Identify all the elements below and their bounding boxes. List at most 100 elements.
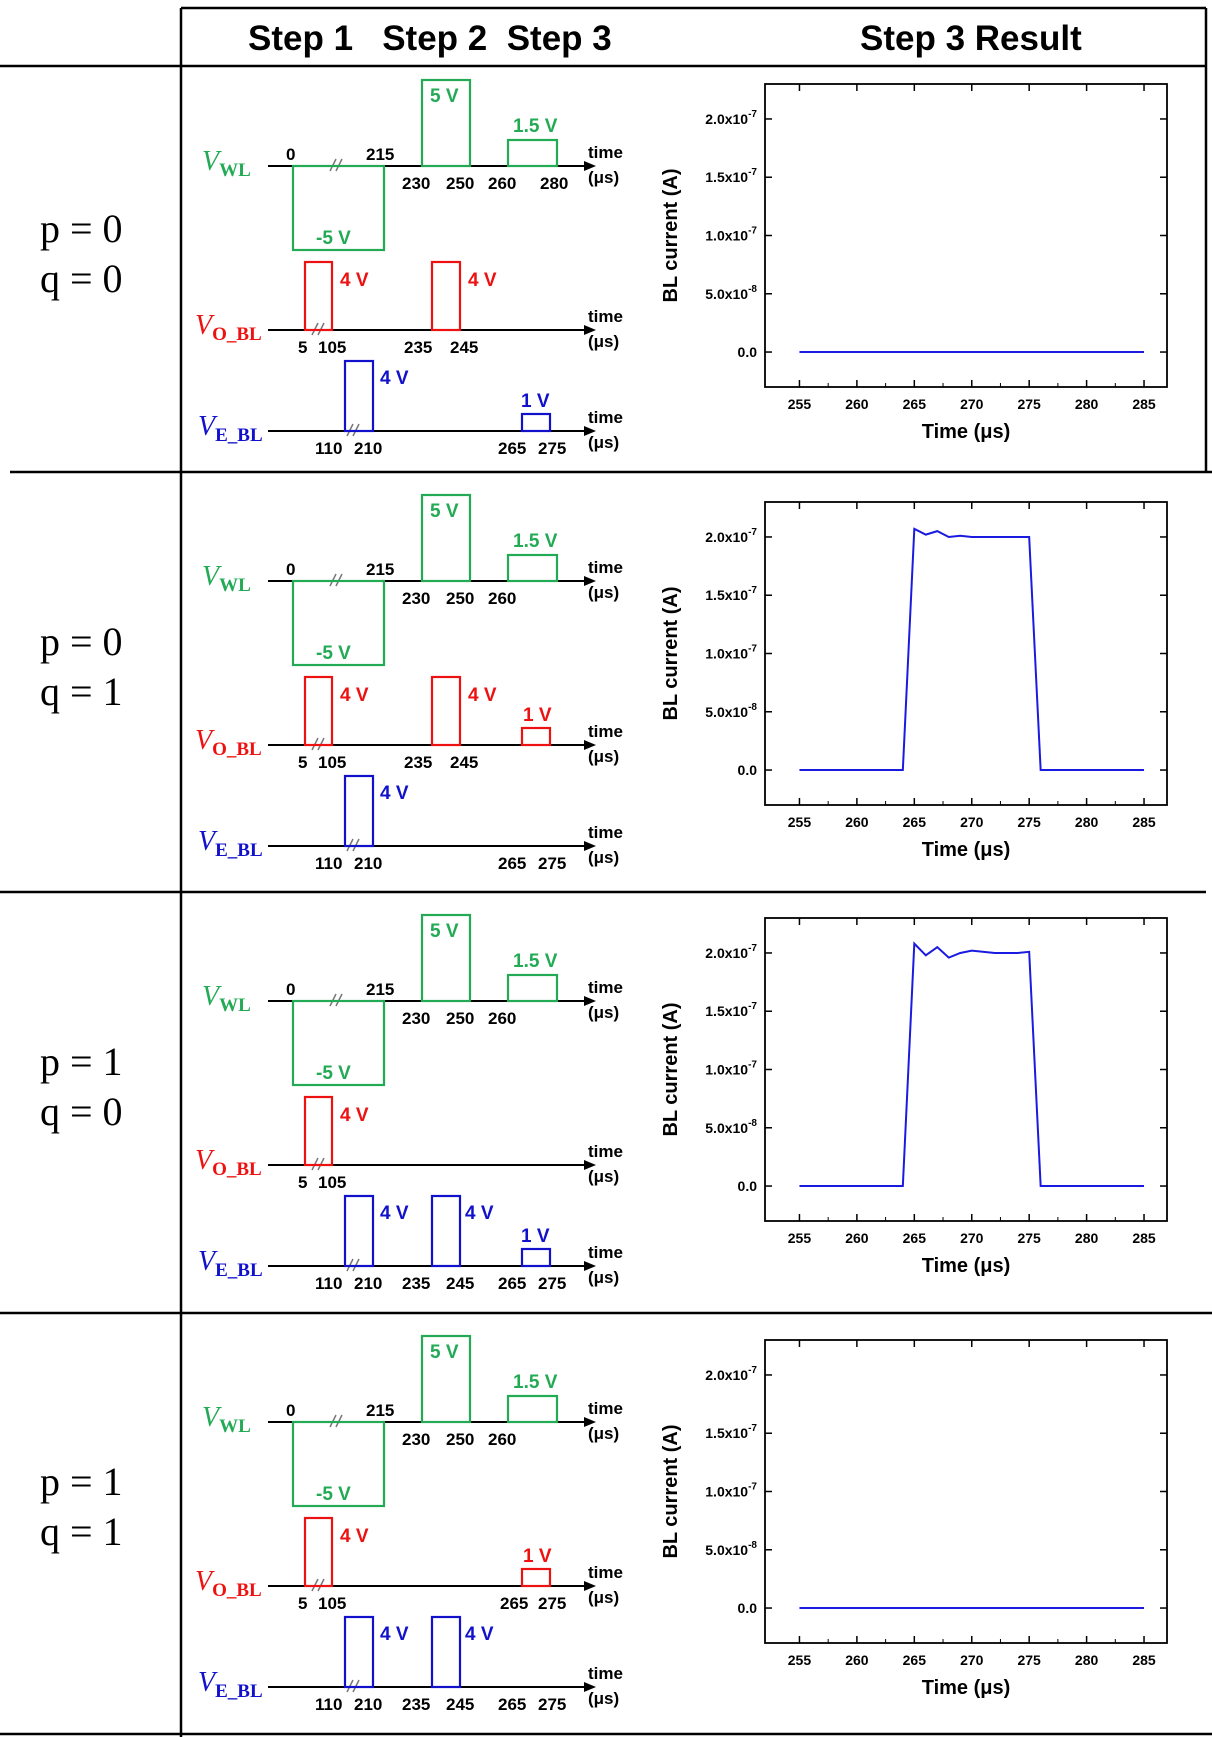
wl-tick: 250 <box>446 1009 474 1028</box>
obl-time-word: time <box>588 1142 623 1161</box>
x-tick-label: 255 <box>788 1230 812 1246</box>
ebl-tick: 275 <box>538 1695 566 1714</box>
ebl-pulse <box>520 1247 552 1268</box>
wl-tick: 0 <box>286 1401 295 1420</box>
ebl-pulse <box>343 1194 375 1268</box>
x-tick-label: 260 <box>845 1652 869 1668</box>
obl-time-unit: (μs) <box>588 1588 619 1607</box>
obl-arrow <box>584 325 596 335</box>
wl-program-pulse <box>420 493 472 583</box>
ebl-arrow <box>584 1682 596 1692</box>
obl-label: 4 V <box>340 270 369 291</box>
obl-signal-label: VO_BL <box>195 725 262 760</box>
x-tick-label: 285 <box>1132 1652 1156 1668</box>
ebl-signal-label: VE_BL <box>198 411 263 446</box>
wl-program-label: 5 V <box>430 86 459 107</box>
obl-pulse <box>430 260 462 332</box>
x-tick-label: 265 <box>903 396 927 412</box>
obl-pulse <box>303 675 334 747</box>
obl-tick: 5 <box>298 338 307 357</box>
ebl-signal-label: VE_BL <box>198 1246 263 1281</box>
wl-read-label: 1.5 V <box>513 1372 558 1393</box>
ebl-label: 4 V <box>380 783 409 804</box>
ebl-time-word: time <box>588 1664 623 1683</box>
y-tick-label: 1.0x10-7 <box>705 1482 757 1500</box>
wl-time-unit: (μs) <box>588 168 619 187</box>
obl-arrow <box>584 1160 596 1170</box>
ebl-time-unit: (μs) <box>588 848 619 867</box>
obl-tick: 245 <box>450 753 478 772</box>
y-tick-label: 1.0x10-7 <box>705 226 757 244</box>
wl-tick: 0 <box>286 145 295 164</box>
ebl-arrow <box>584 426 596 436</box>
y-tick-label: 5.0x10-8 <box>705 702 757 720</box>
wl-tick: 260 <box>488 1009 516 1028</box>
wl-read-pulse <box>506 553 559 583</box>
wl-tick: 230 <box>402 589 430 608</box>
obl-tick: 105 <box>318 753 346 772</box>
wl-program-label: 5 V <box>430 501 459 522</box>
q-value: q = 0 <box>40 256 123 301</box>
wl-erase-pulse <box>291 164 386 252</box>
obl-label: 4 V <box>340 685 369 706</box>
x-tick-label: 255 <box>788 814 812 830</box>
wl-erase-label: -5 V <box>316 1484 351 1505</box>
bl-current-plot: 255 260 265 270 275 280 285 0.0 5.0x10-8 1.0x10-7… <box>660 917 1168 1277</box>
wl-read-pulse <box>506 973 559 1003</box>
wl-tick: 230 <box>402 1009 430 1028</box>
ebl-tick: 210 <box>354 1695 382 1714</box>
wl-program-label: 5 V <box>430 921 459 942</box>
plots: 255 260 265 270 275 280 285 0.0 5.0x10-8 1.0x10-7… <box>660 83 1168 1699</box>
x-tick-label: 265 <box>903 1652 927 1668</box>
ebl-tick: 245 <box>446 1695 474 1714</box>
wl-time-unit: (μs) <box>588 1424 619 1443</box>
wl-arrow <box>584 1417 596 1427</box>
x-tick-label: 275 <box>1017 1652 1041 1668</box>
obl-time-word: time <box>588 307 623 326</box>
ebl-label: 4 V <box>380 368 409 389</box>
x-tick-label: 285 <box>1132 1230 1156 1246</box>
obl-time-unit: (μs) <box>588 747 619 766</box>
obl-pulse <box>520 726 552 747</box>
wl-program-pulse <box>420 78 472 168</box>
y-tick-label: 1.0x10-7 <box>705 1060 757 1078</box>
obl-pulse <box>303 260 334 332</box>
x-axis-label: Time (μs) <box>922 1677 1011 1699</box>
ebl-tick: 275 <box>538 1274 566 1293</box>
obl-time-word: time <box>588 1563 623 1582</box>
x-tick-label: 285 <box>1132 814 1156 830</box>
ebl-tick: 110 <box>315 854 342 873</box>
q-value: q = 0 <box>40 1089 123 1134</box>
y-tick-label: 0.0 <box>738 1178 758 1194</box>
obl-tick: 5 <box>298 1173 307 1192</box>
ebl-pulse <box>430 1194 462 1268</box>
obl-tick: 235 <box>404 753 432 772</box>
x-tick-label: 255 <box>788 1652 812 1668</box>
p-value: p = 0 <box>40 206 123 251</box>
ebl-tick: 110 <box>315 1695 342 1714</box>
y-axis-label: BL current (A) <box>660 1424 682 1558</box>
ebl-tick: 265 <box>498 439 526 458</box>
x-tick-label: 265 <box>903 814 927 830</box>
row-4: p = 1 q = 1 VWL -5 V 5 V 1.5 V 0 215 230 250 260 ti… <box>40 1334 623 1714</box>
x-tick-label: 275 <box>1017 1230 1041 1246</box>
y-tick-label: 1.5x10-7 <box>705 585 757 603</box>
obl-label: 4 V <box>468 270 497 291</box>
obl-label: 1 V <box>523 705 552 726</box>
y-tick-label: 2.0x10-7 <box>705 527 757 545</box>
y-tick-label: 5.0x10-8 <box>705 1540 757 1558</box>
ebl-tick: 265 <box>498 854 526 873</box>
y-tick-label: 0.0 <box>738 344 758 360</box>
wl-read-pulse <box>506 1394 559 1424</box>
wl-signal-label: VWL <box>202 561 251 596</box>
header-result: Step 3 Result <box>860 19 1082 58</box>
x-tick-label: 275 <box>1017 396 1041 412</box>
x-tick-label: 275 <box>1017 814 1041 830</box>
obl-label: 4 V <box>468 685 497 706</box>
wl-arrow <box>584 576 596 586</box>
x-tick-label: 270 <box>960 814 984 830</box>
bl-current-plot: 255 260 265 270 275 280 285 0.0 5.0x10-8 1.0x10-7… <box>660 83 1168 443</box>
ebl-signal-label: VE_BL <box>198 1667 263 1702</box>
x-tick-label: 280 <box>1075 814 1099 830</box>
obl-signal-label: VO_BL <box>195 310 262 345</box>
